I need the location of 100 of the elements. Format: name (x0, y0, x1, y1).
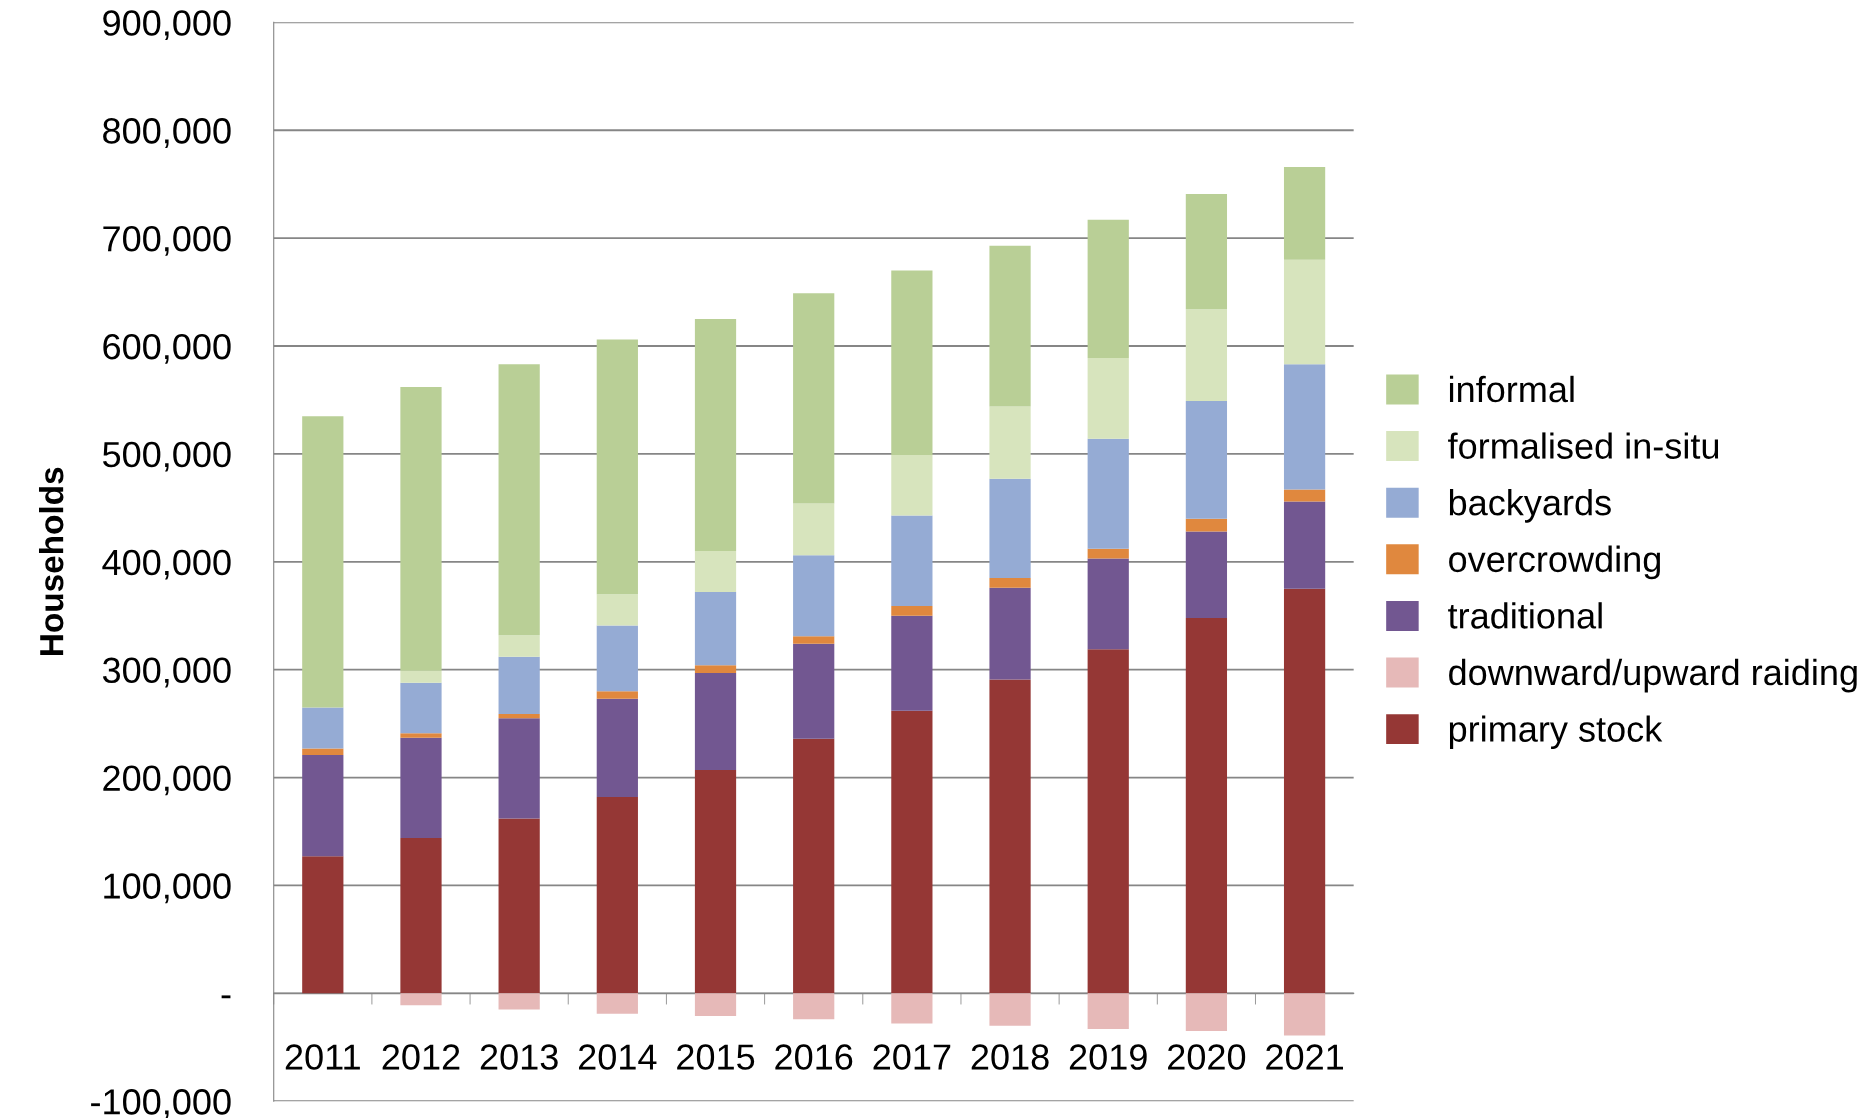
bar (694, 770, 737, 994)
y-tick-label: 600,000 (103, 333, 231, 364)
bar (498, 718, 540, 819)
bar (1087, 649, 1129, 994)
bar (498, 364, 540, 636)
bar (596, 993, 638, 1014)
bar (498, 818, 540, 994)
bar (694, 993, 737, 1016)
x-tick-label: 2017 (873, 1044, 951, 1070)
bar (400, 387, 442, 671)
bar (1283, 259, 1326, 365)
bar (891, 270, 933, 455)
bar (793, 993, 835, 1020)
legend-label: backyards (1449, 489, 1611, 523)
bar (989, 679, 1031, 994)
bar (989, 478, 1031, 578)
bar (302, 707, 344, 749)
x-tick-label: 2011 (285, 1044, 360, 1070)
bar (989, 577, 1031, 588)
bar (1185, 617, 1228, 994)
bar (596, 796, 638, 994)
y-tick-label: 100,000 (104, 873, 231, 904)
x-tick-label: 2012 (382, 1044, 460, 1070)
bar (891, 606, 933, 616)
bar (596, 339, 638, 595)
bar (1185, 309, 1228, 402)
bar (694, 665, 737, 673)
bar (400, 737, 442, 838)
y-axis-title: Households (38, 467, 64, 655)
x-tick-label: 2015 (677, 1044, 755, 1070)
y-tick-label: - (221, 995, 231, 999)
bar (793, 636, 835, 644)
y-tick-label: 700,000 (103, 226, 231, 256)
bar (793, 293, 835, 504)
bar (400, 993, 442, 1006)
bar (1185, 401, 1228, 519)
bar (989, 406, 1031, 479)
bar (1185, 993, 1228, 1032)
bar (1087, 219, 1129, 358)
bar (302, 416, 344, 708)
bar (793, 643, 835, 739)
bar (1087, 438, 1129, 549)
bar (891, 454, 933, 516)
bar (1283, 166, 1326, 260)
y-tick-label: 500,000 (102, 441, 231, 472)
bar (1283, 993, 1326, 1036)
x-tick-label: 2018 (971, 1044, 1049, 1070)
y-tick-label: 200,000 (103, 765, 231, 796)
bar (891, 710, 933, 994)
x-tick-label: 2019 (1069, 1044, 1147, 1070)
legend-label: downward/upward raiding (1449, 658, 1857, 693)
bar (694, 319, 737, 552)
y-tick-label: 800,000 (103, 118, 231, 148)
bar (1087, 548, 1129, 559)
bar (891, 993, 933, 1024)
x-tick-label: 2021 (1266, 1044, 1343, 1070)
bar (989, 587, 1031, 680)
y-tick-label: 300,000 (102, 657, 231, 688)
bar (596, 625, 638, 692)
legend-label: overcrowding (1449, 545, 1660, 580)
bar (793, 503, 835, 556)
x-tick-label: 2016 (775, 1044, 853, 1070)
bar (891, 615, 933, 711)
bar (891, 515, 933, 607)
bar (793, 738, 835, 994)
bar (400, 733, 442, 738)
y-tick-label: -100,000 (91, 1089, 231, 1118)
bar (1283, 489, 1326, 502)
bar (1087, 357, 1129, 439)
legend-label: formalised in-situ (1448, 432, 1719, 459)
bar (1283, 501, 1326, 589)
bar (1185, 518, 1228, 532)
y-tick-label: 400,000 (102, 549, 231, 580)
y-tick-label: 900,000 (103, 10, 231, 41)
bar (1283, 364, 1326, 490)
x-tick-label: 2014 (578, 1044, 657, 1070)
bar (498, 993, 540, 1010)
bar (694, 672, 737, 771)
bar (498, 635, 540, 657)
legend-label: primary stock (1449, 715, 1663, 750)
bar (596, 594, 638, 626)
bar (1185, 531, 1228, 618)
bar (1087, 993, 1129, 1029)
bar (400, 670, 442, 683)
bar (302, 748, 344, 755)
legend-label: traditional (1448, 602, 1602, 629)
legend-label: informal (1449, 375, 1574, 403)
x-tick-label: 2020 (1168, 1044, 1246, 1070)
bar (989, 245, 1031, 407)
bar (596, 691, 638, 699)
bar (400, 837, 442, 994)
x-tick-label: 2013 (480, 1044, 558, 1070)
bar (498, 656, 540, 714)
bar (1185, 193, 1228, 310)
bar (1087, 558, 1129, 650)
bar (1283, 588, 1326, 994)
bar (694, 551, 737, 592)
bar (302, 754, 344, 857)
bar (498, 713, 540, 719)
bar (694, 592, 737, 666)
